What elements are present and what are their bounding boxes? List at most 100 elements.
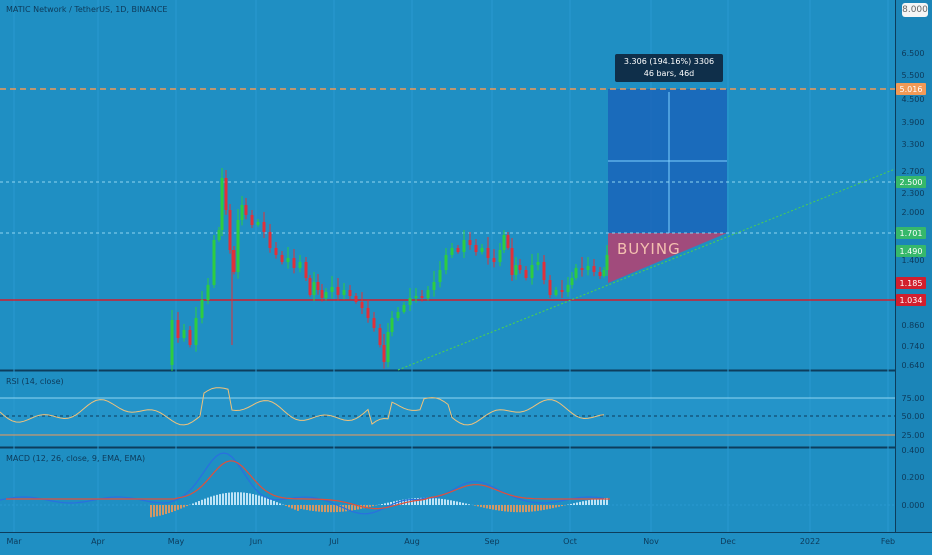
candle-body[interactable]: [331, 287, 334, 292]
candle-body[interactable]: [305, 262, 308, 278]
candle-body[interactable]: [549, 280, 552, 295]
candle-body[interactable]: [555, 290, 558, 295]
candle-body[interactable]: [367, 308, 370, 318]
candle-body[interactable]: [293, 258, 296, 268]
candle-body[interactable]: [475, 245, 478, 252]
candle-body[interactable]: [503, 235, 506, 250]
candle-body[interactable]: [287, 258, 290, 262]
candle-body[interactable]: [543, 262, 546, 280]
macd-histogram-bar: [531, 505, 533, 512]
candle-body[interactable]: [309, 278, 312, 295]
macd-histogram-bar: [495, 505, 497, 510]
candle-body[interactable]: [531, 265, 534, 278]
candle-body[interactable]: [469, 240, 472, 245]
candle-body[interactable]: [213, 240, 216, 285]
candle-body[interactable]: [189, 330, 192, 345]
candle-body[interactable]: [237, 220, 240, 272]
candle-body[interactable]: [463, 240, 466, 252]
macd-histogram-bar: [594, 499, 596, 505]
candle-body[interactable]: [603, 270, 606, 276]
candle-body[interactable]: [481, 248, 484, 252]
candle-body[interactable]: [251, 215, 254, 225]
candle-body[interactable]: [409, 298, 412, 305]
candle-body[interactable]: [525, 270, 528, 278]
candle-body[interactable]: [379, 328, 382, 345]
candle-body[interactable]: [241, 205, 244, 220]
candle-body[interactable]: [171, 320, 174, 365]
macd-histogram-bar: [225, 493, 227, 505]
candle-body[interactable]: [439, 270, 442, 282]
candle-body[interactable]: [221, 178, 224, 230]
macd-histogram-bar: [480, 505, 482, 507]
candle-body[interactable]: [343, 290, 346, 295]
candle-body[interactable]: [581, 268, 584, 270]
candle-body[interactable]: [355, 296, 358, 302]
candle-body[interactable]: [313, 282, 316, 295]
candle-body[interactable]: [433, 282, 436, 290]
candle-body[interactable]: [281, 255, 284, 262]
candle-body[interactable]: [263, 222, 266, 232]
candle-body[interactable]: [207, 285, 210, 300]
candle-body[interactable]: [349, 290, 352, 296]
macd-histogram-bar: [150, 505, 152, 517]
macd-histogram-bar: [555, 505, 557, 507]
candle-body[interactable]: [593, 266, 596, 272]
candle-body[interactable]: [397, 312, 400, 318]
candle-body[interactable]: [427, 290, 430, 298]
price-tick-label: 2.000: [902, 208, 925, 217]
candle-body[interactable]: [383, 345, 386, 362]
macd-histogram-bar: [462, 503, 464, 505]
candle-body[interactable]: [299, 262, 302, 268]
candle-body[interactable]: [245, 205, 248, 215]
candle-body[interactable]: [499, 250, 502, 262]
candle-body[interactable]: [561, 290, 564, 292]
candle-body[interactable]: [391, 318, 394, 332]
candle-body[interactable]: [257, 222, 260, 225]
candle-body[interactable]: [515, 265, 518, 275]
candle-body[interactable]: [599, 272, 602, 276]
candle-body[interactable]: [587, 266, 590, 270]
top-right-value[interactable]: 8.000: [902, 3, 928, 17]
candle-body[interactable]: [519, 265, 522, 270]
candle-body[interactable]: [317, 282, 320, 290]
candle-body[interactable]: [403, 305, 406, 312]
candle-body[interactable]: [421, 296, 424, 298]
candle-body[interactable]: [415, 296, 418, 298]
candle-body[interactable]: [511, 248, 514, 275]
candle-body[interactable]: [233, 250, 236, 272]
candle-body[interactable]: [487, 248, 490, 258]
candle-body[interactable]: [457, 248, 460, 252]
candle-body[interactable]: [225, 178, 228, 210]
candle-body[interactable]: [537, 262, 540, 265]
candle-body[interactable]: [445, 255, 448, 270]
macd-histogram-bar: [546, 505, 548, 509]
candle-body[interactable]: [507, 235, 510, 248]
candle-body[interactable]: [575, 268, 578, 278]
candle-body[interactable]: [269, 232, 272, 248]
candle-body[interactable]: [606, 255, 609, 270]
candle-body[interactable]: [201, 300, 204, 318]
candle-body[interactable]: [567, 285, 570, 292]
candle-body[interactable]: [571, 278, 574, 285]
macd-histogram-bar: [156, 505, 158, 516]
macd-histogram-bar: [498, 505, 500, 511]
candle-body[interactable]: [218, 230, 221, 240]
candle-body[interactable]: [361, 302, 364, 308]
candle-body[interactable]: [325, 292, 328, 298]
candle-body[interactable]: [373, 318, 376, 328]
macd-histogram-bar: [309, 505, 311, 511]
candle-body[interactable]: [195, 318, 198, 345]
macd-histogram-bar: [222, 493, 224, 505]
candle-body[interactable]: [229, 210, 232, 250]
candle-body[interactable]: [183, 330, 186, 338]
candle-body[interactable]: [493, 258, 496, 262]
candle-body[interactable]: [321, 290, 324, 298]
candle-body[interactable]: [451, 248, 454, 255]
price-tick-label: 0.740: [902, 342, 925, 351]
candle-body[interactable]: [275, 248, 278, 255]
candle-body[interactable]: [337, 287, 340, 295]
candle-body[interactable]: [177, 320, 180, 338]
candle-body[interactable]: [387, 332, 390, 362]
